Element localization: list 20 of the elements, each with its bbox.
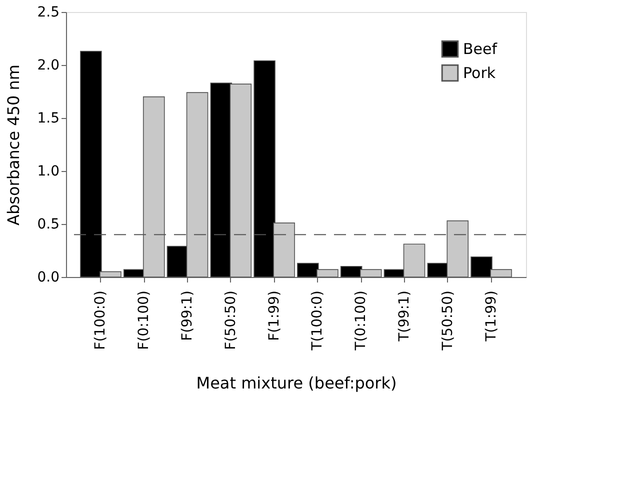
x-tick-label: F(99:1) [180,290,196,341]
y-tick-label: 1.5 [37,110,60,126]
y-tick-label: 1.0 [37,164,60,180]
y-tick-label: 0.5 [37,216,60,232]
y-tick-label: 2.0 [37,58,60,74]
x-tick-label: F(1:99) [266,290,282,341]
x-tick-label: F(0:100) [136,290,152,350]
legend-label: Beef [463,40,498,58]
y-tick-label: 0.0 [37,270,60,286]
x-tick-label: T(0:100) [353,290,370,352]
x-tick-label: F(100:0) [92,290,109,350]
y-axis-title: Absorbance 450 nm [4,64,24,226]
legend-label: Pork [463,64,496,82]
x-tick-label: T(100:0) [310,290,326,352]
x-tick-label: T(1:99) [483,290,500,342]
x-tick-label: T(50:50) [440,290,456,352]
x-tick-label: T(99:1) [396,290,412,342]
y-tick-label: 2.5 [37,4,60,20]
x-tick-label: F(50:50) [222,290,239,350]
x-axis-title: Meat mixture (beef:pork) [196,373,397,392]
